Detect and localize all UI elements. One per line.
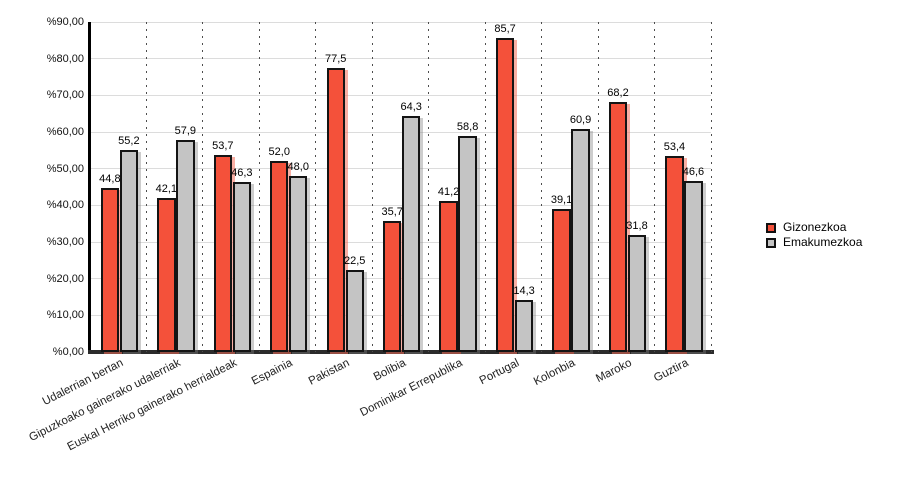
x-baseline [88, 350, 714, 354]
category-separator [710, 22, 712, 352]
y-axis-tick-label: %30,00 [46, 236, 84, 248]
bar-value-label: 60,9 [569, 113, 592, 126]
bar-emakumezkoa-8 [514, 299, 534, 352]
legend-label-emakumezkoa: Emakumezkoa [783, 235, 863, 249]
bar-emakumezkoa-5 [345, 269, 364, 352]
y-axis-tick-label: %50,00 [46, 162, 84, 175]
bar-value-label: 68,2 [607, 86, 629, 99]
bar-value-label: 46,6 [682, 166, 705, 179]
category-separator [371, 22, 373, 352]
bar-gizonezkoa-3 [213, 155, 232, 352]
bar-emakumezkoa-9 [571, 128, 590, 352]
y-axis-tick-label: %10,00 [46, 309, 84, 322]
y-axis-line [88, 22, 91, 354]
bar-value-label: 53,4 [663, 141, 686, 154]
y-axis-tick-label: %0,00 [52, 346, 84, 358]
gridline [91, 21, 711, 23]
category-separator [597, 22, 599, 352]
y-axis-tick-label: %20,00 [46, 272, 84, 285]
bar-emakumezkoa-10 [627, 235, 647, 352]
gridline [91, 58, 711, 60]
bar-value-label: 14,3 [513, 284, 535, 297]
bar-gizonezkoa-9 [552, 208, 571, 352]
bar-value-label: 77,5 [324, 52, 347, 65]
x-axis-category-label: Portugal [477, 357, 521, 388]
gridline [91, 131, 711, 133]
category-separator [258, 22, 260, 352]
bar-gizonezkoa-4 [270, 161, 289, 352]
bar-value-label: 64,3 [400, 101, 422, 114]
bar-value-label: 53,7 [212, 140, 234, 153]
bar-value-label: 41,2 [437, 185, 460, 198]
bar-emakumezkoa-4 [289, 176, 308, 352]
bar-gizonezkoa-8 [495, 37, 515, 352]
bar-emakumezkoa-1 [119, 149, 139, 352]
bar-gizonezkoa-6 [382, 221, 402, 352]
category-separator [484, 22, 486, 352]
y-axis-tick-label: %80,00 [46, 52, 84, 65]
y-axis-tick-label: %40,00 [46, 199, 84, 212]
x-axis-category-label: Bolibia [371, 357, 408, 384]
bar-value-label: 39,1 [550, 193, 573, 206]
bar-emakumezkoa-11 [684, 181, 703, 352]
bar-value-label: 44,8 [99, 172, 121, 185]
category-separator [202, 22, 204, 352]
bar-value-label: 55,2 [118, 134, 140, 147]
category-separator [428, 22, 430, 352]
category-separator [541, 22, 543, 352]
x-axis-category-label: Espainia [250, 357, 296, 388]
legend-label-gizonezkoa: Gizonezkoa [783, 220, 847, 234]
bar-emakumezkoa-3 [232, 182, 251, 352]
legend-swatch-emakumezkoa-icon [766, 237, 776, 248]
bar-gizonezkoa-10 [608, 101, 628, 352]
gridline [91, 168, 711, 170]
bar-value-label: 42,1 [155, 182, 178, 195]
bar-gizonezkoa-1 [100, 187, 120, 352]
gridline [91, 204, 711, 206]
bar-gizonezkoa-7 [439, 200, 458, 352]
bar-gizonezkoa-5 [326, 67, 345, 352]
gridline [91, 94, 711, 96]
category-separator [315, 22, 317, 352]
legend-item-gizonezkoa: Gizonezkoa [766, 220, 862, 235]
y-axis-tick-label: %70,00 [46, 89, 84, 102]
legend-swatch-gizonezkoa-icon [766, 222, 776, 233]
bar-emakumezkoa-6 [401, 116, 421, 352]
category-separator [145, 22, 147, 352]
category-separator [654, 22, 656, 352]
x-axis-category-label: Kolonbia [531, 357, 578, 389]
bar-value-label: 85,7 [494, 22, 516, 35]
bar-value-label: 46,3 [231, 167, 253, 180]
x-axis-category-label: Maroko [594, 357, 634, 386]
legend-item-emakumezkoa: Emakumezkoa [766, 235, 862, 250]
x-axis-category-label: Guztira [651, 357, 691, 385]
bar-value-label: 58,8 [456, 121, 479, 134]
bar-gizonezkoa-2 [157, 197, 176, 352]
bar-value-label: 35,7 [381, 206, 403, 219]
x-axis-category-label: Dominikar Errepublika [358, 357, 465, 420]
bar-value-label: 52,0 [268, 146, 290, 159]
bar-value-label: 48,0 [287, 161, 309, 173]
bar-value-label: 57,9 [174, 124, 197, 137]
y-axis-tick-label: %90,00 [46, 16, 84, 28]
bar-emakumezkoa-7 [458, 136, 477, 352]
y-axis-tick-label: %60,00 [46, 126, 84, 138]
bar-emakumezkoa-2 [176, 139, 195, 352]
bar-value-label: 31,8 [626, 220, 648, 233]
x-axis-category-label: Pakistan [306, 357, 352, 388]
bar-gizonezkoa-11 [665, 156, 684, 352]
legend: Gizonezkoa Emakumezkoa [766, 220, 862, 250]
bar-value-label: 22,5 [343, 254, 366, 267]
